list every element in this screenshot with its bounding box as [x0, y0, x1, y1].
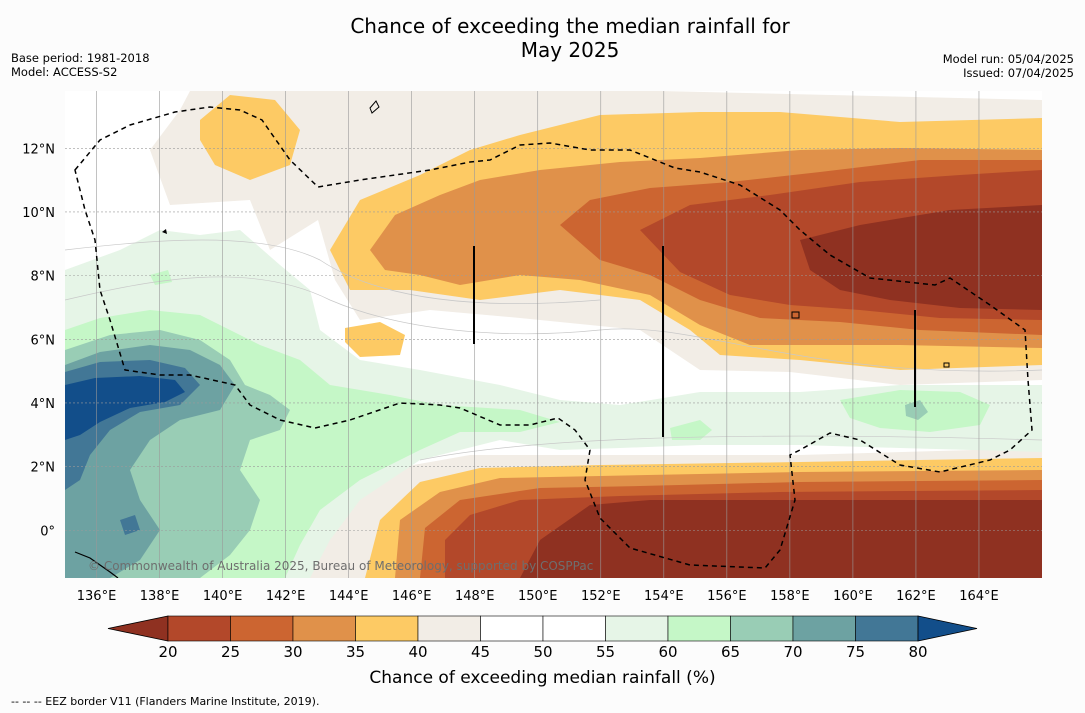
colorbar-segment [355, 615, 419, 642]
longitude-tick-label: 164°E [959, 589, 999, 604]
latitude-ticks: 0° 2°N 4°N 6°N 8°N 10°N 12°N [22, 142, 55, 539]
base-info: Base period: 1981-2018 Model: ACCESS-S2 [11, 51, 150, 79]
colorbar-tick-label: 60 [658, 643, 678, 661]
longitude-tick-label: 142°E [266, 589, 306, 604]
band-60-65-patch [670, 420, 712, 440]
latitude-tick-label: 4°N [31, 397, 56, 412]
colorbar-extend-high [917, 615, 978, 642]
longitude-tick-label: 160°E [833, 589, 873, 604]
longitude-tick-label: 150°E [518, 589, 558, 604]
colorbar-tick-label: 30 [283, 643, 303, 661]
colorbar-segment [292, 615, 356, 642]
longitude-tick-label: 138°E [140, 589, 180, 604]
rainfall-map-area: © Commonwealth of Australia 2025, Bureau… [65, 91, 1042, 578]
eez-border [74, 106, 1033, 569]
latitude-tick-label: 0° [40, 524, 55, 539]
band-35-40-nw [200, 95, 300, 180]
island [162, 229, 167, 234]
colorbar-segment [792, 615, 856, 642]
colorbar-tick-label: 25 [220, 643, 241, 661]
band-below-20-north [800, 205, 1042, 310]
latitude-tick-label: 12°N [22, 142, 55, 157]
base-period: Base period: 1981-2018 [11, 51, 150, 65]
latitude-tick-label: 6°N [31, 333, 56, 348]
colorbar-segment [730, 615, 794, 642]
latitude-tick-label: 8°N [31, 270, 56, 285]
band-65-70-east [905, 400, 928, 420]
gridlines [65, 91, 1042, 578]
longitude-tick-label: 144°E [329, 589, 369, 604]
title-line-1: Chance of exceeding the median rainfall … [350, 14, 790, 38]
run-info: Model run: 05/04/2025 Issued: 07/04/2025 [943, 52, 1074, 80]
longitude-ticks: 136°E 138°E 140°E 142°E 144°E 146°E 148°E 150°E… [77, 589, 999, 604]
contour-line [65, 239, 601, 304]
colorbar-tick-label: 75 [845, 643, 866, 661]
longitude-tick-label: 158°E [770, 589, 810, 604]
colorbar-segment [605, 615, 669, 642]
island [74, 551, 119, 578]
longitude-tick-label: 162°E [896, 589, 936, 604]
colorbar-tick-label: 65 [720, 643, 741, 661]
latitude-tick-label: 10°N [22, 206, 55, 221]
longitude-tick-label: 148°E [455, 589, 495, 604]
colorbar-tick-label: 20 [158, 643, 178, 661]
colorbar-segment [230, 615, 294, 642]
colorbar-extend-low [107, 615, 169, 642]
colorbar-label: Chance of exceeding median rainfall (%) [369, 668, 716, 688]
island [943, 362, 950, 368]
model-run: Model run: 05/04/2025 [942, 52, 1074, 66]
longitude-tick-label: 154°E [644, 589, 684, 604]
colorbar-tick-label: 50 [533, 643, 553, 661]
colorbar-tick-label: 70 [783, 643, 803, 661]
issued-date: Issued: 07/04/2025 [963, 66, 1074, 80]
colorbar-tick-label: 35 [345, 643, 366, 661]
colorbar-tick-label: 45 [470, 643, 491, 661]
map-title: Chance of exceeding the median rainfall … [0, 14, 1085, 62]
longitude-tick-label: 146°E [392, 589, 432, 604]
copyright-notice: © Commonwealth of Australia 2025, Bureau… [88, 559, 593, 573]
longitude-tick-label: 136°E [77, 589, 117, 604]
eez-footnote: -- -- -- EEZ border V11 (Flanders Marine… [11, 695, 320, 708]
island [369, 100, 380, 114]
colorbar-tick-label: 80 [908, 643, 928, 661]
colorbar-segment [855, 615, 919, 642]
colorbar-segment [480, 615, 544, 642]
colorbar-tick-label: 40 [408, 643, 428, 661]
colorbar-segment [167, 615, 231, 642]
colorbar-segment [417, 615, 481, 642]
contour-line [419, 435, 1042, 461]
model-name: Model: ACCESS-S2 [11, 65, 118, 79]
latitude-tick-label: 2°N [31, 461, 56, 476]
band-60-65-dot [150, 270, 172, 285]
island [791, 311, 800, 319]
colorbar [107, 615, 978, 642]
band-above-80 [65, 376, 185, 440]
band-below-20-south [520, 500, 1042, 578]
contour-line [65, 276, 1042, 372]
title-line-2: May 2025 [520, 38, 620, 62]
longitude-tick-label: 152°E [581, 589, 621, 604]
colorbar-tick-label: 55 [595, 643, 616, 661]
colorbar-segment [542, 615, 606, 642]
longitude-tick-label: 140°E [203, 589, 243, 604]
longitude-tick-label: 156°E [707, 589, 747, 604]
colorbar-segment [667, 615, 731, 642]
